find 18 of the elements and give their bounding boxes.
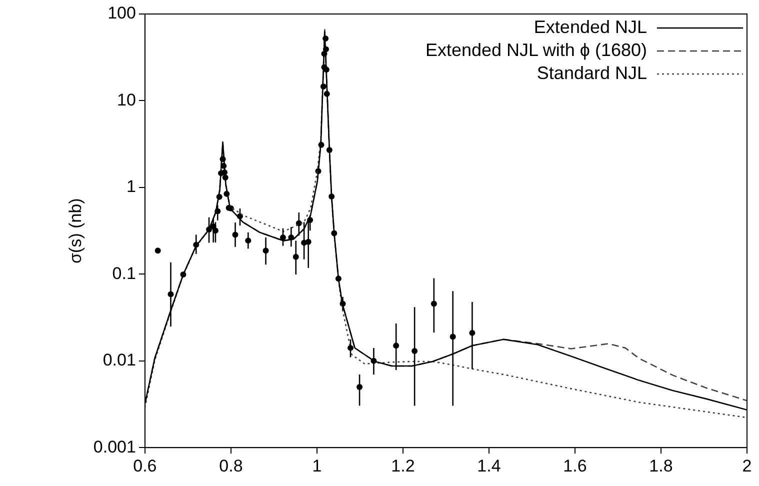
y-axis-title: σ(s) (nb) bbox=[66, 198, 85, 264]
y-tick-label: 1 bbox=[126, 177, 136, 196]
y-tick-label: 0.01 bbox=[102, 350, 136, 370]
x-tick-label: 1.8 bbox=[649, 456, 673, 476]
x-tick-label: 0.8 bbox=[219, 456, 243, 476]
x-tick-label: 1.2 bbox=[391, 456, 415, 476]
legend-label: Standard NJL bbox=[536, 62, 647, 85]
legend-label: Extended NJL bbox=[534, 16, 647, 39]
x-tick-label: 1 bbox=[312, 456, 322, 476]
y-tick-label: 0.1 bbox=[112, 264, 136, 283]
y-tick-label: 100 bbox=[108, 4, 136, 23]
x-tick-label: 1.4 bbox=[477, 456, 501, 476]
x-tick-label: 1.6 bbox=[563, 456, 587, 476]
x-tick-label: 0.6 bbox=[133, 456, 157, 476]
x-tick-label: 2 bbox=[742, 456, 752, 476]
y-tick-label: 0.001 bbox=[93, 437, 136, 456]
y-tick-label: 10 bbox=[117, 90, 136, 110]
legend-label: Extended NJL with ϕ (1680) bbox=[425, 39, 647, 62]
